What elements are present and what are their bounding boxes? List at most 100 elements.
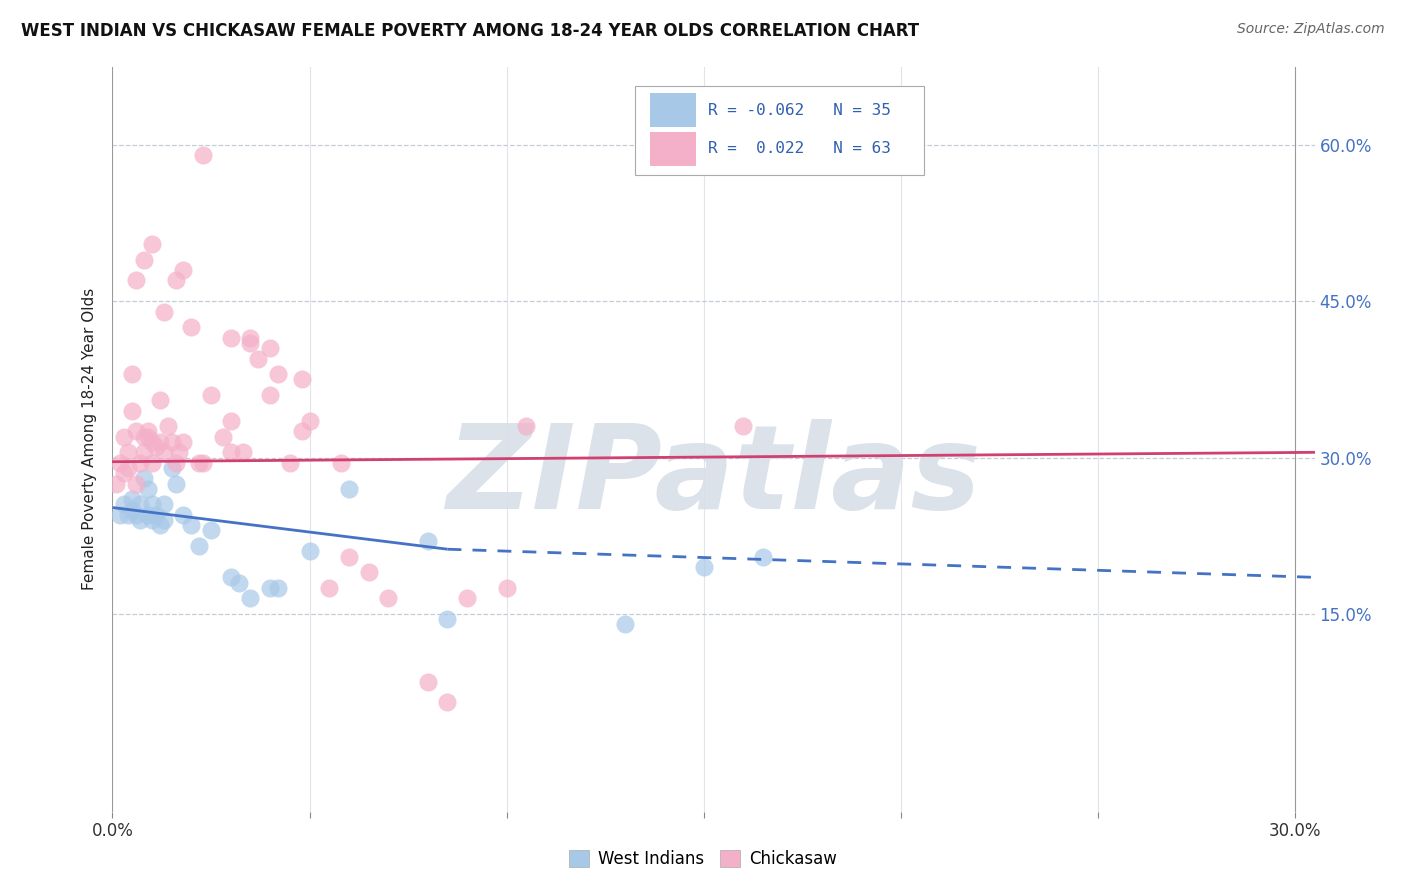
Point bbox=[149, 434, 172, 449]
Point bbox=[110, 508, 132, 522]
Point bbox=[149, 518, 172, 533]
Point bbox=[357, 565, 380, 579]
Point bbox=[136, 508, 159, 522]
Point bbox=[172, 263, 194, 277]
Point bbox=[165, 476, 187, 491]
Point bbox=[259, 388, 281, 402]
Point bbox=[141, 237, 163, 252]
Point bbox=[117, 508, 139, 522]
Point bbox=[141, 456, 163, 470]
Point bbox=[200, 524, 222, 538]
Point bbox=[169, 445, 191, 459]
Point bbox=[152, 304, 174, 318]
Point bbox=[219, 570, 242, 584]
Point bbox=[125, 476, 148, 491]
Point bbox=[613, 617, 636, 632]
Point bbox=[337, 549, 360, 564]
Point bbox=[228, 575, 250, 590]
Point bbox=[132, 430, 155, 444]
Point bbox=[117, 445, 139, 459]
Point bbox=[117, 461, 139, 475]
Point bbox=[219, 445, 242, 459]
FancyBboxPatch shape bbox=[650, 93, 696, 128]
Point bbox=[515, 419, 537, 434]
Point bbox=[132, 252, 155, 267]
Point bbox=[129, 513, 152, 527]
Point bbox=[180, 320, 202, 334]
Text: WEST INDIAN VS CHICKASAW FEMALE POVERTY AMONG 18-24 YEAR OLDS CORRELATION CHART: WEST INDIAN VS CHICKASAW FEMALE POVERTY … bbox=[21, 22, 920, 40]
Point bbox=[105, 476, 128, 491]
Point bbox=[267, 581, 290, 595]
Point bbox=[141, 497, 163, 511]
Point bbox=[145, 508, 167, 522]
Point bbox=[152, 445, 174, 459]
Point bbox=[188, 456, 211, 470]
Point bbox=[291, 372, 314, 386]
Point bbox=[132, 471, 155, 485]
Text: ZIPatlas: ZIPatlas bbox=[446, 419, 981, 534]
Point bbox=[259, 581, 281, 595]
Point bbox=[145, 440, 167, 454]
Point bbox=[456, 591, 478, 606]
Point bbox=[733, 419, 755, 434]
Point bbox=[129, 497, 152, 511]
Point bbox=[125, 273, 148, 287]
Point bbox=[278, 456, 301, 470]
Point bbox=[239, 335, 262, 350]
Point bbox=[495, 581, 517, 595]
Point bbox=[239, 591, 262, 606]
Y-axis label: Female Poverty Among 18-24 Year Olds: Female Poverty Among 18-24 Year Olds bbox=[82, 288, 97, 591]
Point bbox=[112, 497, 135, 511]
Point bbox=[165, 456, 187, 470]
Text: Source: ZipAtlas.com: Source: ZipAtlas.com bbox=[1237, 22, 1385, 37]
Point bbox=[436, 612, 458, 626]
Point bbox=[129, 456, 152, 470]
Point bbox=[125, 425, 148, 439]
Legend: West Indians, Chickasaw: West Indians, Chickasaw bbox=[562, 843, 844, 875]
Text: R = -0.062   N = 35: R = -0.062 N = 35 bbox=[707, 103, 890, 118]
FancyBboxPatch shape bbox=[650, 132, 696, 166]
Point bbox=[136, 425, 159, 439]
Point bbox=[149, 393, 172, 408]
Point bbox=[121, 368, 143, 382]
Point bbox=[172, 508, 194, 522]
Point bbox=[112, 430, 135, 444]
Point bbox=[141, 434, 163, 449]
Point bbox=[219, 331, 242, 345]
Point bbox=[136, 430, 159, 444]
Point bbox=[330, 456, 353, 470]
Point bbox=[156, 419, 179, 434]
Point bbox=[211, 430, 233, 444]
Point bbox=[337, 482, 360, 496]
Point bbox=[121, 502, 143, 516]
Point bbox=[152, 497, 174, 511]
Point bbox=[191, 456, 214, 470]
Point bbox=[259, 341, 281, 355]
Point bbox=[436, 695, 458, 709]
Point bbox=[110, 456, 132, 470]
Point bbox=[247, 351, 270, 366]
Point bbox=[188, 539, 211, 553]
Point bbox=[132, 445, 155, 459]
Point bbox=[267, 368, 290, 382]
Point bbox=[152, 513, 174, 527]
Point bbox=[141, 513, 163, 527]
Point bbox=[200, 388, 222, 402]
Point bbox=[318, 581, 340, 595]
Point bbox=[121, 492, 143, 507]
Point bbox=[298, 544, 321, 558]
Point bbox=[692, 560, 714, 574]
Point bbox=[416, 533, 439, 548]
Point bbox=[165, 273, 187, 287]
Point bbox=[112, 466, 135, 480]
Point bbox=[219, 414, 242, 428]
Point bbox=[121, 403, 143, 417]
Point bbox=[752, 549, 775, 564]
Point bbox=[239, 331, 262, 345]
Text: R =  0.022   N = 63: R = 0.022 N = 63 bbox=[707, 141, 890, 156]
Point bbox=[125, 508, 148, 522]
Point bbox=[160, 434, 183, 449]
Point bbox=[136, 482, 159, 496]
Point bbox=[232, 445, 254, 459]
Point bbox=[191, 148, 214, 162]
